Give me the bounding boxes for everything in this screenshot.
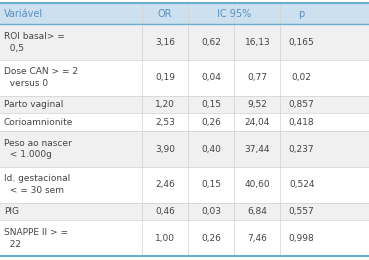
Text: 0,62: 0,62 xyxy=(201,38,221,47)
Text: 1,00: 1,00 xyxy=(155,234,175,243)
Text: 0,15: 0,15 xyxy=(201,180,221,189)
Text: 0,237: 0,237 xyxy=(289,145,314,154)
Text: 7,46: 7,46 xyxy=(248,234,267,243)
Bar xyxy=(0,203,369,220)
Bar xyxy=(0,220,369,256)
Text: 0,857: 0,857 xyxy=(289,100,314,109)
Text: OR: OR xyxy=(158,9,172,19)
Text: 16,13: 16,13 xyxy=(245,38,270,47)
Text: p: p xyxy=(299,9,305,19)
Text: SNAPPE II > =
  22: SNAPPE II > = 22 xyxy=(4,228,68,249)
Text: Id. gestacional
  < = 30 sem: Id. gestacional < = 30 sem xyxy=(4,174,70,195)
Text: Corioamnionite: Corioamnionite xyxy=(4,118,73,127)
Text: 0,19: 0,19 xyxy=(155,73,175,82)
Text: 0,77: 0,77 xyxy=(247,73,268,82)
Text: Dose CAN > = 2
  versus 0: Dose CAN > = 2 versus 0 xyxy=(4,67,78,88)
Text: 3,90: 3,90 xyxy=(155,145,175,154)
Text: 0,04: 0,04 xyxy=(201,73,221,82)
Text: 0,418: 0,418 xyxy=(289,118,314,127)
Text: 37,44: 37,44 xyxy=(245,145,270,154)
Text: 0,40: 0,40 xyxy=(201,145,221,154)
Text: 9,52: 9,52 xyxy=(248,100,267,109)
Text: 0,524: 0,524 xyxy=(289,180,314,189)
Text: 0,03: 0,03 xyxy=(201,207,221,216)
Bar xyxy=(0,167,369,203)
Bar xyxy=(0,3,369,24)
Bar xyxy=(0,24,369,60)
Text: 0,46: 0,46 xyxy=(155,207,175,216)
Text: 1,20: 1,20 xyxy=(155,100,175,109)
Text: IC 95%: IC 95% xyxy=(217,9,251,19)
Text: 0,02: 0,02 xyxy=(292,73,311,82)
Text: 0,15: 0,15 xyxy=(201,100,221,109)
Bar xyxy=(0,113,369,131)
Text: 0,998: 0,998 xyxy=(289,234,314,243)
Text: 0,26: 0,26 xyxy=(201,118,221,127)
Text: Peso ao nascer
  < 1.000g: Peso ao nascer < 1.000g xyxy=(4,139,72,159)
Text: 0,26: 0,26 xyxy=(201,234,221,243)
Text: 2,53: 2,53 xyxy=(155,118,175,127)
Text: 0,165: 0,165 xyxy=(289,38,314,47)
Text: 24,04: 24,04 xyxy=(245,118,270,127)
Text: PIG: PIG xyxy=(4,207,19,216)
Text: Variável: Variável xyxy=(4,9,43,19)
Text: Parto vaginal: Parto vaginal xyxy=(4,100,63,109)
Text: 40,60: 40,60 xyxy=(245,180,270,189)
Bar xyxy=(0,60,369,96)
Text: 2,46: 2,46 xyxy=(155,180,175,189)
Text: 3,16: 3,16 xyxy=(155,38,175,47)
Text: ROI basal> =
  0,5: ROI basal> = 0,5 xyxy=(4,32,65,53)
Bar xyxy=(0,131,369,167)
Text: 6,84: 6,84 xyxy=(248,207,267,216)
Text: 0,557: 0,557 xyxy=(289,207,314,216)
Bar xyxy=(0,96,369,113)
